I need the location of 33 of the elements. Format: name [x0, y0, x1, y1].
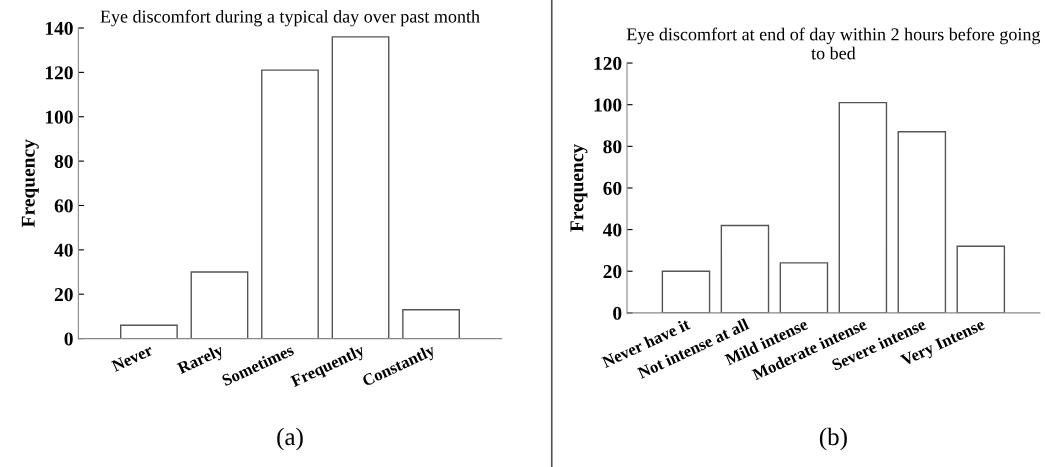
y-tick-label: 140 [45, 21, 73, 35]
bar [956, 245, 1006, 313]
chart-title: Eye discomfort at end of day within 2 hours before going to bed [626, 27, 1041, 60]
text: (b) [819, 427, 847, 451]
bar [897, 131, 947, 313]
bar [779, 262, 829, 313]
y-tick-label: 40 [54, 243, 73, 257]
y-tick-label: 60 [603, 181, 622, 195]
y-tick-label: 20 [54, 288, 73, 302]
y-tick-label: 0 [613, 306, 622, 320]
bar [261, 69, 319, 339]
y-tick-label: 40 [602, 223, 622, 237]
y-tick-label: 80 [603, 140, 622, 154]
bar [120, 324, 178, 339]
y-tick-label: 60 [54, 199, 73, 213]
y-tick-label: 100 [594, 98, 622, 112]
y-tick-label: 120 [45, 66, 73, 80]
bar [720, 224, 770, 313]
text: (a) [277, 427, 303, 451]
y-tick-label: 100 [45, 110, 73, 124]
y-tick-label: 0 [64, 332, 73, 346]
y-tick-label: 120 [594, 56, 622, 70]
bar [331, 36, 390, 339]
x-tick-label: Never [110, 344, 154, 372]
y-axis-title: Frequency [21, 139, 39, 228]
y-tick-label: 80 [54, 154, 73, 169]
y-axis-title: Frequency [570, 144, 588, 232]
chart-title: Eye discomfort during a typical day over past month [100, 9, 480, 27]
bar [661, 270, 711, 313]
bar [838, 101, 888, 313]
bar [402, 309, 460, 339]
bar [190, 271, 249, 339]
y-tick-label: 20 [603, 265, 622, 279]
